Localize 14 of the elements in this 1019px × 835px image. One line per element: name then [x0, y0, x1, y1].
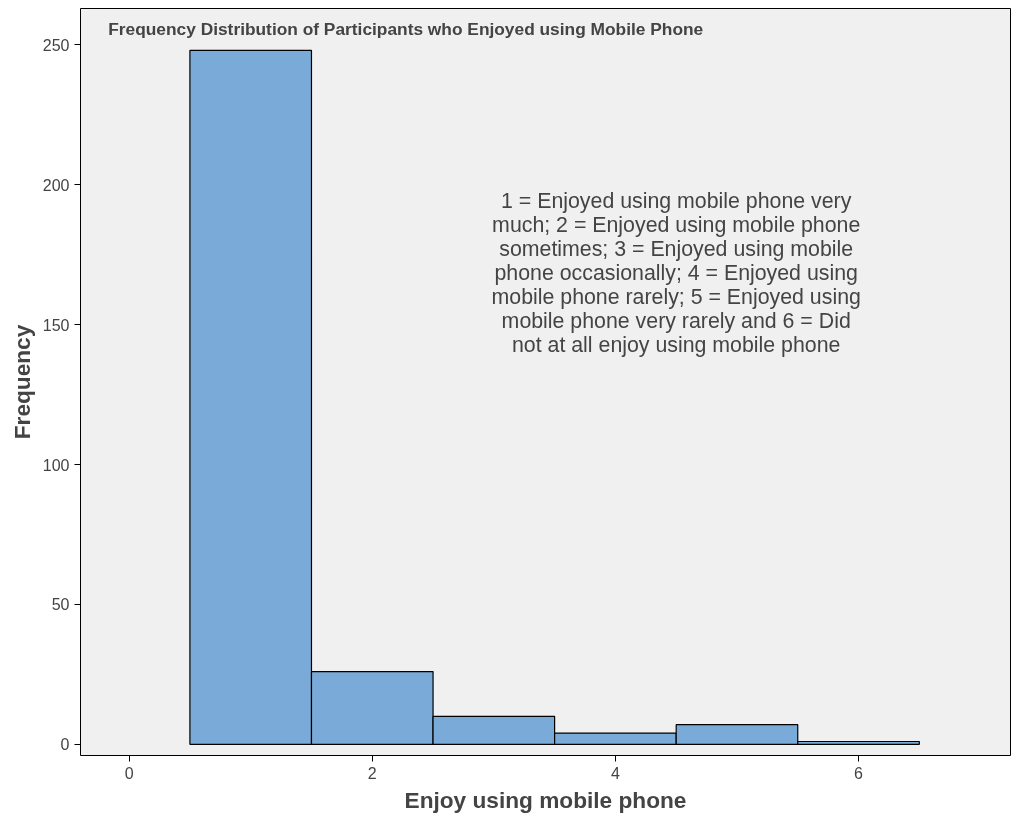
x-tick-label: 2 [367, 764, 377, 782]
y-tick-label: 150 [42, 316, 70, 334]
x-tick-label: 0 [124, 764, 134, 782]
y-axis-title: Frequency [8, 324, 35, 440]
y-tick-label: 200 [42, 176, 70, 194]
text: Frequency Distribution of Participants who Enjoyed using Mobile Phone [108, 18, 704, 39]
y-tick-label: 50 [51, 596, 70, 614]
y-tick-label: 250 [42, 36, 70, 54]
y-tick-label: 100 [42, 456, 70, 474]
y-tick-label: 0 [60, 736, 70, 754]
x-tick-label: 6 [854, 764, 864, 782]
annotation: 1 = Enjoyed using mobile phone very much; 2 = Enjoyed using mobile phone sometimes; 3 = Enjoyed using mobile phone occasionally; 4 = Enjoyed using mobile phone rarely; 5 = Enjoyed using mobile phone very rarely and 6 = Did not at all enjoy using mobile phone [491, 188, 861, 357]
x-axis-title: Enjoy using mobile phone [404, 786, 687, 813]
x-tick-label: 4 [610, 764, 620, 782]
